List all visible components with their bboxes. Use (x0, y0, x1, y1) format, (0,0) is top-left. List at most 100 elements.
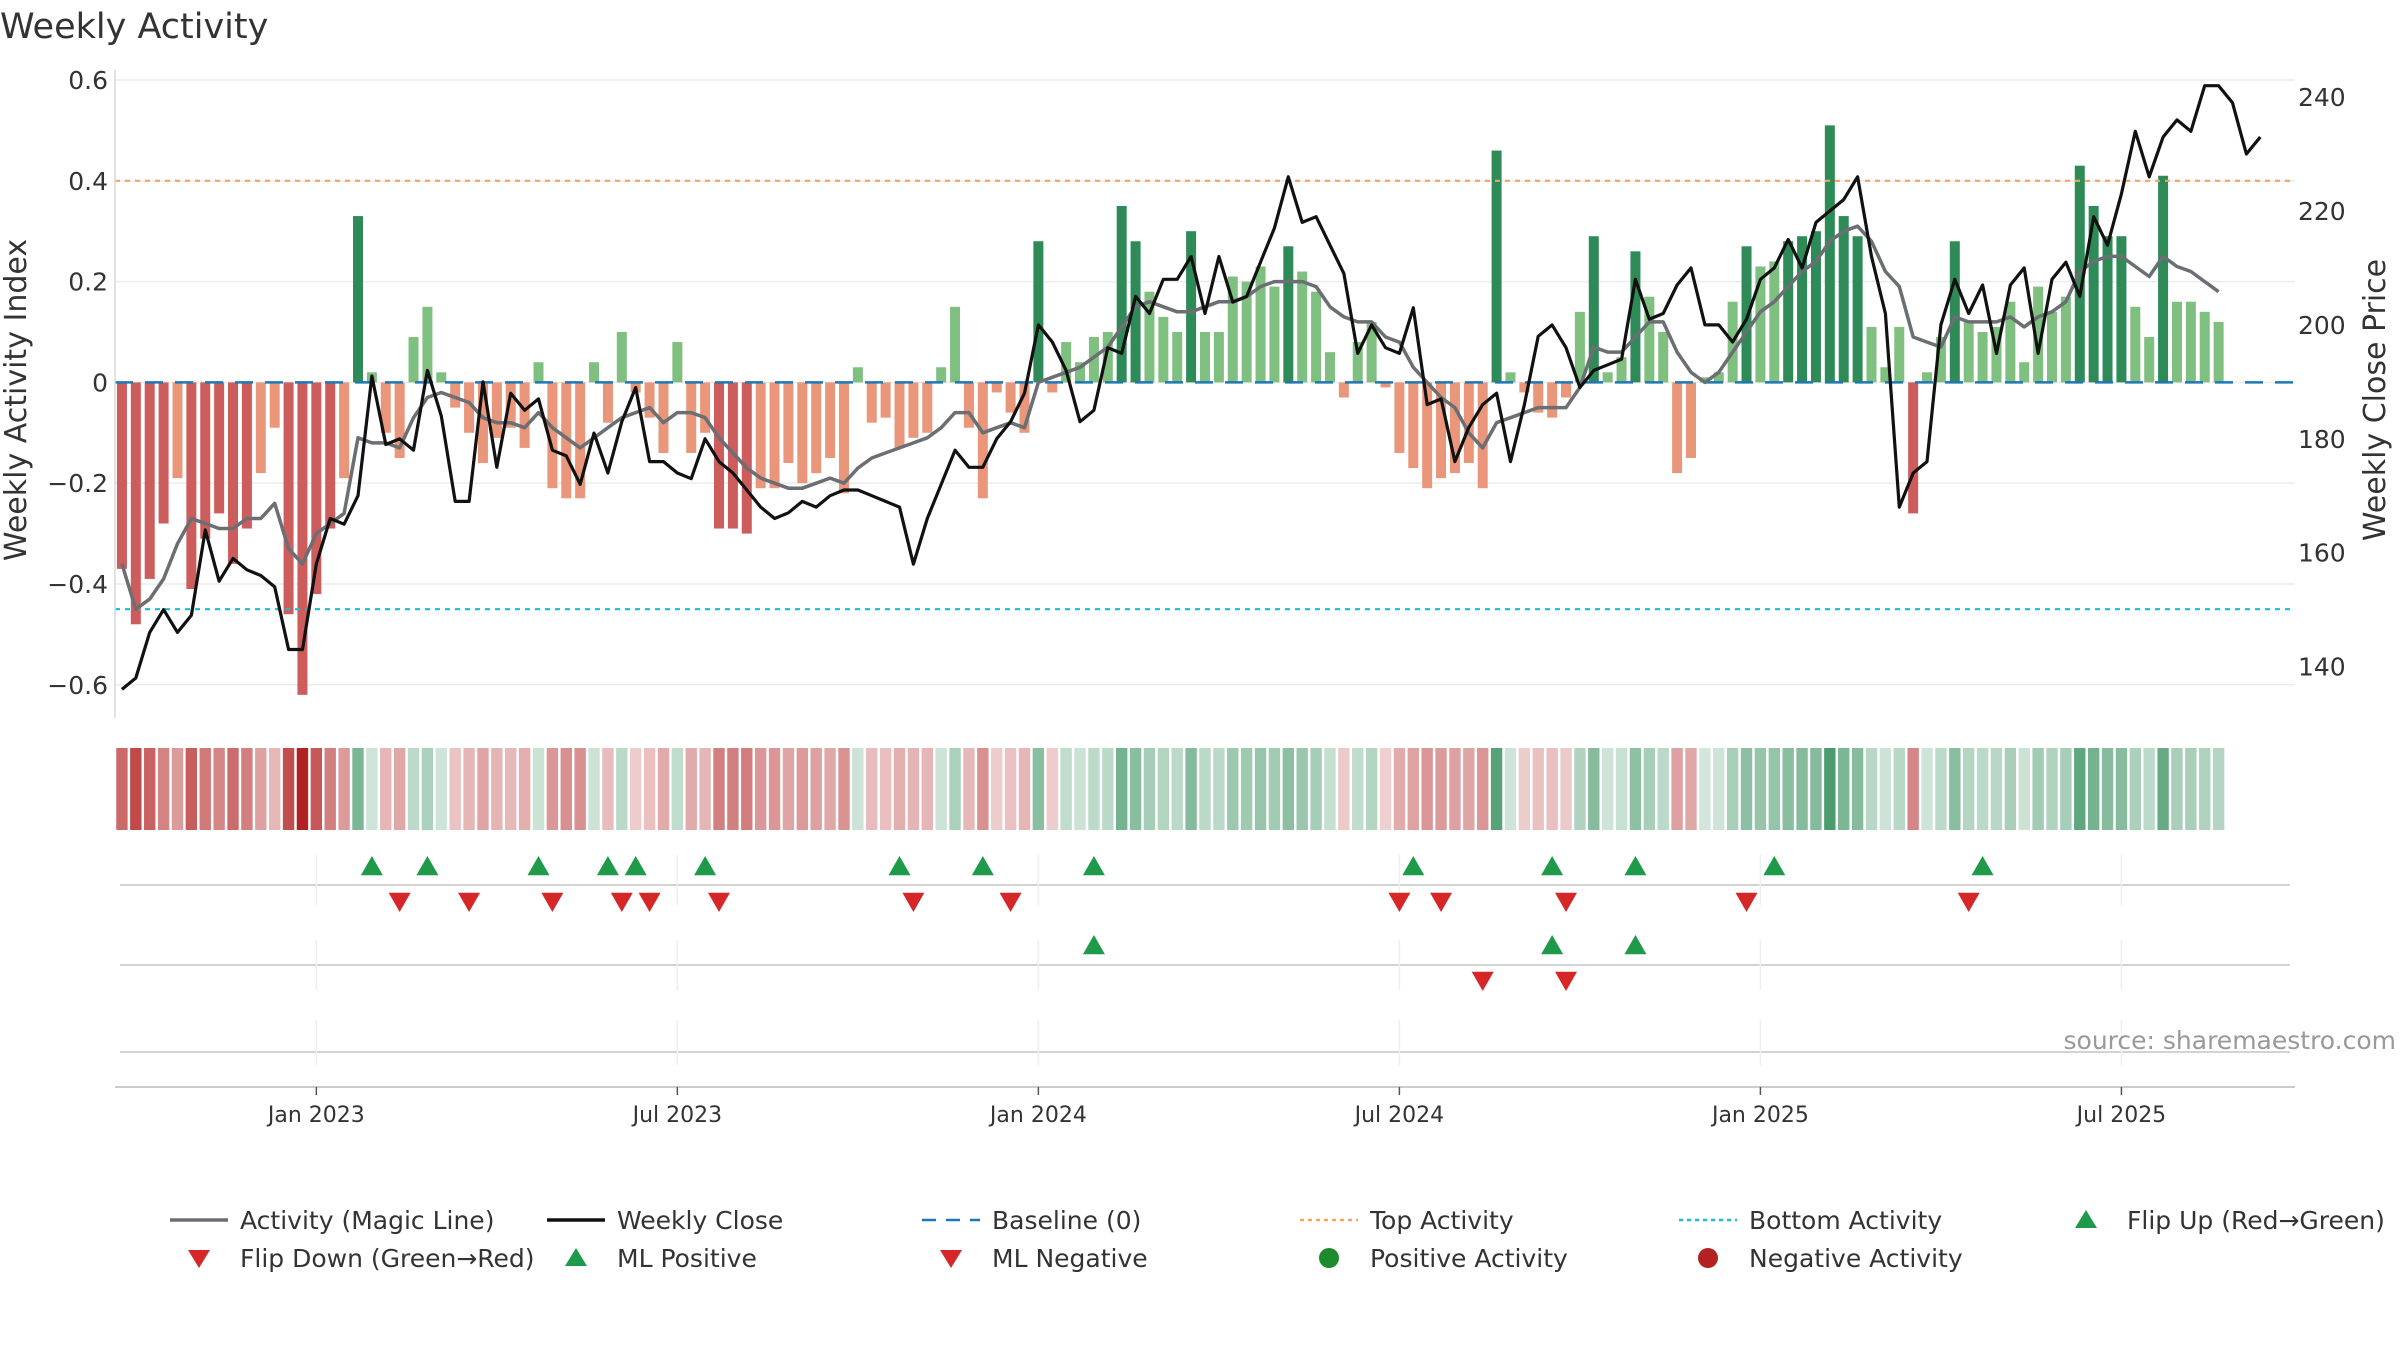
heat-strip-cell (1949, 748, 1961, 830)
ml-positive-marker (1082, 935, 1105, 955)
heat-strip-cell (1046, 748, 1058, 830)
heat-strip-cell (2199, 748, 2211, 830)
activity-bar (1200, 331, 1210, 383)
activity-bar (1602, 372, 1613, 383)
activity-bar (297, 382, 308, 695)
flip-down-marker (388, 892, 411, 912)
y-left-tick-label: 0.2 (68, 268, 108, 297)
activity-bar (1713, 372, 1724, 383)
heat-strip-cell (352, 748, 364, 830)
heat-strip-cell (1379, 748, 1392, 830)
heat-strip-cell (1685, 748, 1697, 830)
y-left-tick-label: −0.2 (47, 469, 108, 498)
heat-strip-cell (1976, 748, 1989, 830)
heat-strip-cell (949, 748, 961, 830)
heat-strip-cell (574, 748, 586, 830)
activity-bar (186, 382, 197, 590)
heat-strip-cell (1407, 748, 1419, 830)
heat-strip-cell (1879, 748, 1892, 830)
activity-bar (1810, 231, 1821, 383)
activity-bar (1949, 241, 1960, 383)
heat-strip-cell (1768, 748, 1780, 830)
activity-bar (880, 382, 891, 418)
heat-strip-cell (1754, 748, 1767, 830)
activity-bar (1672, 382, 1683, 474)
heat-strip-cell (1018, 748, 1031, 830)
heat-strip-cell (1240, 748, 1253, 830)
heat-strip-cell (338, 748, 350, 830)
flip-down-marker (1735, 892, 1758, 912)
legend-item: Weekly Close (545, 1205, 783, 1235)
activity-bar (1644, 296, 1655, 383)
activity-bar (283, 382, 294, 615)
legend-swatch-icon (188, 1250, 210, 1268)
activity-bar (1852, 236, 1863, 383)
activity-bar (2144, 337, 2155, 383)
chart-legend: Activity (Magic Line) Weekly Close Baselin… (150, 1205, 2400, 1285)
heat-strip-cell (1074, 748, 1086, 830)
legend-swatch-icon (1679, 1218, 1737, 1222)
ml-positive-marker (1624, 935, 1647, 955)
activity-bar (686, 382, 697, 453)
activity-bar (200, 382, 211, 539)
heat-strip-cell (1810, 748, 1822, 830)
activity-bar (908, 382, 919, 438)
heat-strip-cell (1421, 748, 1433, 830)
activity-bar (2199, 311, 2210, 383)
heat-strip-cell (796, 748, 809, 830)
heat-strip-cell (1671, 748, 1683, 830)
source-credit: source: sharemaestro.com (2064, 1026, 2397, 1055)
heat-strip-cell (1115, 748, 1128, 830)
activity-bar (214, 382, 225, 514)
heat-strip-cell (602, 748, 614, 830)
activity-bar (1491, 150, 1502, 383)
heat-strip-cell (491, 748, 503, 830)
activity-bar (1227, 276, 1238, 383)
flip-down-marker (708, 892, 731, 912)
activity-bar (1908, 382, 1919, 514)
activity-bar (1824, 125, 1835, 383)
activity-bar (1061, 342, 1072, 383)
x-tick-label: Jul 2025 (2075, 1103, 2167, 1128)
activity-bar (1574, 311, 1585, 383)
heat-strip-cell (810, 748, 822, 830)
activity-bar (700, 382, 711, 433)
activity-bar (436, 372, 447, 383)
heat-strip-cell (727, 748, 739, 830)
activity-bar (1755, 266, 1766, 383)
activity-bar (1616, 357, 1627, 383)
activity-bar (1463, 382, 1474, 464)
heat-strip-cell (241, 748, 253, 830)
heat-strip-cell (560, 748, 572, 830)
activity-bar (172, 382, 183, 479)
activity-bar (2060, 296, 2071, 383)
heat-strip-cell (1060, 748, 1072, 830)
activity-bar (2102, 236, 2113, 383)
flip-up-marker (416, 856, 439, 876)
activity-bar (352, 216, 363, 383)
legend-item: Negative Activity (1677, 1243, 1963, 1273)
legend-item: Flip Down (Green→Red) (168, 1243, 535, 1273)
activity-bar (1505, 372, 1516, 383)
activity-bar (1144, 291, 1155, 383)
activity-bar (228, 382, 239, 564)
heat-strip-cell (630, 748, 642, 830)
heat-strip-cell (2074, 748, 2086, 830)
heat-strip-cell (518, 748, 531, 830)
activity-bar (2158, 175, 2169, 383)
heat-strip-cell (1740, 748, 1753, 830)
activity-bar (394, 382, 405, 458)
heat-strip-cell (546, 748, 559, 830)
activity-bar (1977, 331, 1988, 383)
activity-bar (797, 382, 808, 484)
heat-strip-cell (977, 748, 989, 830)
heat-strip-cell (268, 748, 281, 830)
heat-strip-cell (782, 748, 795, 830)
x-tick-label: Jul 2023 (631, 1103, 723, 1128)
flip-up-marker (1763, 856, 1786, 876)
activity-bar (2005, 301, 2016, 383)
flip-up-marker (694, 856, 717, 876)
activity-bars (116, 125, 2224, 695)
ml-positive-marker (1541, 935, 1564, 955)
x-tick-label: Jul 2024 (1353, 1103, 1445, 1128)
